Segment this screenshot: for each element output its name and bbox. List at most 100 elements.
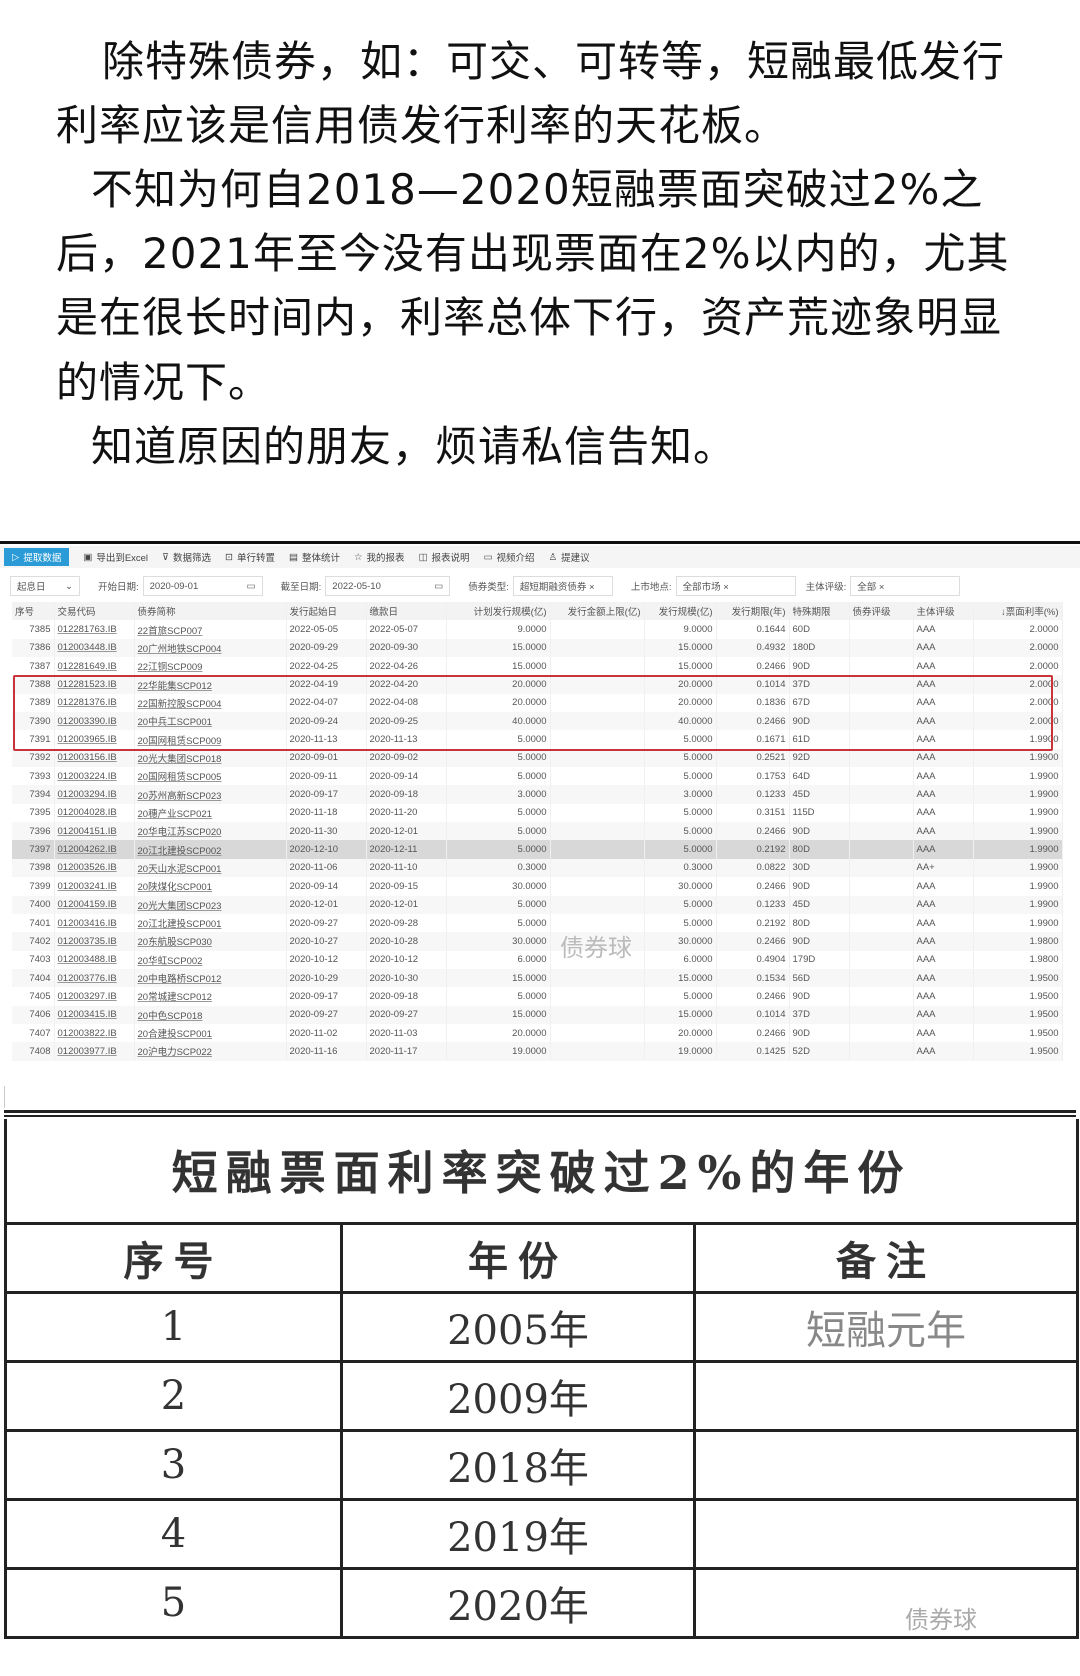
bond-code-link[interactable]: 012281523.IB (54, 675, 135, 694)
bond-name-link[interactable]: 20沪电力SCP022 (134, 1042, 287, 1061)
table-row[interactable]: 7392 012003156.IB 20光大集团SCP018 2020-09-01 20… (12, 748, 1063, 768)
bond-name-link[interactable]: 20光大集团SCP018 (134, 748, 287, 768)
bond-code-link[interactable]: 012003822.IB (54, 1023, 135, 1043)
column-header[interactable]: ↓票面利率(%) (973, 602, 1063, 621)
table-row[interactable]: 7405 012003297.IB 20常城建SCP012 2020-09-17 202… (12, 987, 1063, 1006)
bond-name-link[interactable]: 20广州地铁SCP004 (134, 638, 287, 658)
table-row[interactable]: 7397 012004262.IB 20江北建投SCP002 2020-12-10 20… (12, 840, 1063, 859)
table-row[interactable]: 7398 012003526.IB 20天山水泥SCP001 2020-11-06 20… (12, 858, 1063, 878)
bond-name-link[interactable]: 20江北建投SCP002 (134, 840, 287, 859)
my-reports-button[interactable]: ☆ 我的报表 (354, 550, 405, 565)
bond-name-link[interactable]: 20华虹SCP002 (134, 950, 287, 969)
table-row[interactable]: 7400 012004159.IB 20光大集团SCP023 2020-12-01 20… (12, 895, 1063, 914)
bond-name-link[interactable]: 22华能集SCP012 (134, 675, 287, 694)
bond-name-link[interactable]: 20常城建SCP012 (134, 987, 287, 1006)
column-header[interactable]: 计划发行规模(亿) (446, 602, 551, 621)
bond-type-select[interactable]: 超短期融资债券 × (512, 576, 613, 596)
report-help-button[interactable]: ◫ 报表说明 (419, 550, 470, 565)
rating-select[interactable]: 全部 × (850, 576, 961, 596)
bond-name-link[interactable]: 20中色SCP018 (134, 1005, 287, 1024)
market-select[interactable]: 全部市场 × (675, 576, 796, 596)
table-row[interactable]: 7406 012003415.IB 20中色SCP018 2020-09-27 2020… (12, 1005, 1063, 1024)
table-row[interactable]: 7393 012003224.IB 20国网租赁SCP005 2020-09-11 20… (12, 767, 1063, 786)
table-row[interactable]: 7394 012003294.IB 20苏州高新SCP023 2020-09-17 20… (12, 785, 1063, 804)
table-row[interactable]: 7407 012003822.IB 20合建投SCP001 2020-11-02 202… (12, 1023, 1063, 1043)
column-header[interactable]: 特殊期限 (789, 602, 850, 621)
column-header[interactable]: 缴款日 (366, 602, 447, 621)
bond-code-link[interactable]: 012004028.IB (54, 803, 135, 823)
video-button[interactable]: ▭ 视频介绍 (484, 550, 535, 565)
bond-code-link[interactable]: 012003297.IB (54, 987, 135, 1006)
bond-name-link[interactable]: 20国网租赁SCP005 (134, 767, 287, 786)
bond-code-link[interactable]: 012003965.IB (54, 730, 135, 749)
fetch-data-button[interactable]: ▷ 提取数据 (4, 548, 70, 566)
bond-code-link[interactable]: 012003415.IB (54, 1005, 135, 1024)
column-header[interactable]: 发行金额上限(亿) (550, 602, 645, 621)
bond-name-link[interactable]: 20穗产业SCP021 (134, 803, 287, 823)
bond-code-link[interactable]: 012003416.IB (54, 913, 135, 933)
bond-name-link[interactable]: 20中电路桥SCP012 (134, 968, 287, 988)
bond-code-link[interactable]: 012281649.IB (54, 657, 135, 676)
table-row[interactable]: 7408 012003977.IB 20沪电力SCP022 2020-11-16 202… (12, 1042, 1063, 1061)
bond-name-link[interactable]: 20光大集团SCP023 (134, 895, 287, 914)
bond-code-link[interactable]: 012003156.IB (54, 748, 135, 768)
bond-code-link[interactable]: 012003294.IB (54, 785, 135, 804)
column-header[interactable]: 序号 (12, 602, 55, 621)
bond-name-link[interactable]: 22首旅SCP007 (134, 620, 287, 639)
bond-code-link[interactable]: 012004159.IB (54, 895, 135, 914)
table-row[interactable]: 7390 012003390.IB 20中兵工SCP001 2020-09-24 202… (12, 712, 1063, 731)
bond-code-link[interactable]: 012003224.IB (54, 767, 135, 786)
column-header[interactable]: 交易代码 (54, 602, 135, 621)
column-header[interactable]: 债券评级 (849, 602, 914, 621)
bond-name-link[interactable]: 20陕煤化SCP001 (134, 877, 287, 896)
column-header[interactable]: 主体评级 (913, 602, 974, 621)
table-row[interactable]: 7402 012003735.IB 20东航股SCP030 2020-10-27 202… (12, 932, 1063, 951)
column-header[interactable]: 发行起始日 (286, 602, 367, 621)
table-row[interactable]: 7404 012003776.IB 20中电路桥SCP012 2020-10-29 20… (12, 968, 1063, 988)
bond-code-link[interactable]: 012003390.IB (54, 712, 135, 731)
transpose-button[interactable]: ⊡ 单行转置 (225, 550, 275, 565)
bond-code-link[interactable]: 012003977.IB (54, 1042, 135, 1061)
export-excel-button[interactable]: ▣ 导出到Excel (83, 550, 148, 565)
table-row[interactable]: 7387 012281649.IB 22江铜SCP009 2022-04-25 2022… (12, 657, 1063, 676)
table-row[interactable]: 7386 012003448.IB 20广州地铁SCP004 2020-09-29 20… (12, 638, 1063, 658)
bond-name-link[interactable]: 22江铜SCP009 (134, 657, 287, 676)
feedback-button[interactable]: ♙ 提建议 (549, 550, 590, 565)
bond-name-link[interactable]: 20华电江苏SCP020 (134, 822, 287, 841)
bond-code-link[interactable]: 012003735.IB (54, 932, 135, 951)
bond-name-link[interactable]: 20江北建投SCP001 (134, 913, 287, 933)
bond-code-link[interactable]: 012003488.IB (54, 950, 135, 969)
table-row[interactable]: 7385 012281763.IB 22首旅SCP007 2022-05-05 2022… (12, 620, 1063, 639)
bond-name-link[interactable]: 20天山水泥SCP001 (134, 858, 287, 878)
bond-name-link[interactable]: 20合建投SCP001 (134, 1023, 287, 1043)
table-row[interactable]: 7388 012281523.IB 22华能集SCP012 2022-04-19 202… (12, 675, 1063, 694)
bond-code-link[interactable]: 012004151.IB (54, 822, 135, 841)
bond-code-link[interactable]: 012003526.IB (54, 858, 135, 878)
stats-button[interactable]: ▤ 整体统计 (289, 550, 340, 565)
bond-code-link[interactable]: 012003448.IB (54, 638, 135, 658)
bond-name-link[interactable]: 20国网租赁SCP009 (134, 730, 287, 749)
table-row[interactable]: 7399 012003241.IB 20陕煤化SCP001 2020-09-14 202… (12, 877, 1063, 896)
bond-name-link[interactable]: 20中兵工SCP001 (134, 712, 287, 731)
table-row[interactable]: 7395 012004028.IB 20穗产业SCP021 2020-11-18 202… (12, 803, 1063, 823)
bond-code-link[interactable]: 012003776.IB (54, 968, 135, 988)
bond-code-link[interactable]: 012004262.IB (54, 840, 135, 859)
column-header[interactable]: 发行规模(亿) (644, 602, 717, 621)
date-type-select[interactable]: 起息日 ⌄ (10, 576, 80, 596)
bond-name-link[interactable]: 20东航股SCP030 (134, 932, 287, 951)
bond-name-link[interactable]: 22国新控股SCP004 (134, 693, 287, 713)
start-date-input[interactable]: 2020-09-01 ▭ (142, 576, 263, 596)
table-row[interactable]: 7391 012003965.IB 20国网租赁SCP009 2020-11-13 20… (12, 730, 1063, 749)
filter-button[interactable]: ⊽ 数据筛选 (162, 550, 211, 565)
column-header[interactable]: 债券简称 (134, 602, 287, 621)
bond-code-link[interactable]: 012003241.IB (54, 877, 135, 896)
table-row[interactable]: 7403 012003488.IB 20华虹SCP002 2020-10-12 2020… (12, 950, 1063, 969)
bond-code-link[interactable]: 012281763.IB (54, 620, 135, 639)
bond-name-link[interactable]: 20苏州高新SCP023 (134, 785, 287, 804)
bond-code-link[interactable]: 012281376.IB (54, 693, 135, 713)
table-row[interactable]: 7396 012004151.IB 20华电江苏SCP020 2020-11-30 20… (12, 822, 1063, 841)
table-row[interactable]: 7401 012003416.IB 20江北建投SCP001 2020-09-27 20… (12, 913, 1063, 933)
column-header[interactable]: 发行期限(年) (716, 602, 790, 621)
table-row[interactable]: 7389 012281376.IB 22国新控股SCP004 2022-04-07 20… (12, 693, 1063, 713)
end-date-input[interactable]: 2022-05-10 ▭ (325, 576, 451, 596)
